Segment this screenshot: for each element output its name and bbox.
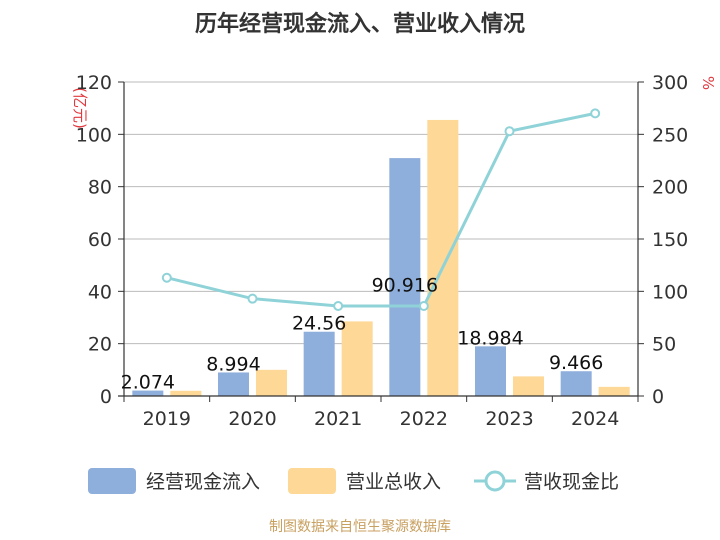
bar-total-revenue (256, 369, 287, 396)
data-label: 90.916 (372, 274, 438, 296)
legend-swatch (288, 468, 336, 494)
bar-cash-inflow (475, 346, 506, 396)
right-tick-label: 50 (652, 334, 676, 356)
data-label: 18.984 (457, 327, 523, 349)
bar-total-revenue (427, 119, 459, 397)
right-tick-label: 100 (652, 281, 688, 303)
ratio-point (418, 300, 429, 311)
data-label: 9.466 (549, 352, 603, 374)
gridlines (124, 81, 638, 345)
bar-cash-inflow (560, 371, 592, 396)
legend-label: 经营现金流入 (146, 471, 260, 493)
left-tick-label: 100 (76, 124, 112, 146)
bar-cash-inflow (132, 390, 164, 396)
left-tick-label: 80 (88, 177, 112, 199)
ratio-point (504, 126, 515, 137)
ratio-point (247, 293, 258, 304)
right-tick-label: 0 (652, 386, 664, 408)
legend-total-revenue: 营业总收入 (288, 468, 441, 494)
data-label: 2.074 (121, 372, 175, 394)
ratio-line (161, 108, 601, 311)
left-tick-label: 0 (100, 386, 112, 408)
bar-total-revenue (598, 386, 630, 396)
left-tick-label: 120 (76, 72, 112, 94)
ratio-point (333, 300, 344, 311)
legend-swatch (88, 468, 136, 494)
x-tick-label: 2024 (571, 408, 619, 430)
bars (132, 119, 630, 397)
left-tick-label: 60 (88, 229, 112, 251)
ratio-point (590, 108, 601, 119)
data-labels: 2.074 8.994 24.56 90.916 18.984 9.466 (121, 274, 604, 393)
bar-cash-inflow (218, 372, 249, 396)
bar-total-revenue (170, 390, 202, 396)
right-tick-label: 200 (652, 177, 688, 199)
bar-total-revenue (513, 376, 544, 396)
right-tick-label: 250 (652, 124, 688, 146)
bar-cash-inflow (303, 331, 335, 396)
bar-cash-inflow (389, 158, 421, 396)
x-tick-label: 2023 (485, 408, 533, 430)
x-tick-label: 2022 (400, 408, 448, 430)
legend-label: 营收现金比 (524, 471, 619, 493)
left-axis-unit: (亿元) (71, 87, 89, 129)
legend-label: 营业总收入 (346, 471, 441, 493)
x-tick-label: 2020 (228, 408, 276, 430)
x-tick-label: 2021 (314, 408, 362, 430)
source-note: 制图数据来自恒生聚源数据库 (269, 519, 451, 535)
legend-marker (484, 470, 506, 492)
ratio-line-path (166, 111, 596, 308)
legend: 经营现金流入 营业总收入 营收现金比 (88, 468, 619, 494)
bar-total-revenue (341, 321, 373, 396)
legend-cash-inflow: 经营现金流入 (88, 468, 260, 494)
axes: 0 20 40 60 80 100 120 0 50 100 150 200 250 300 2019 202… (76, 72, 689, 430)
right-axis-unit: % (699, 76, 717, 90)
legend-ratio: 营收现金比 (474, 470, 619, 493)
left-tick-label: 40 (88, 281, 112, 303)
right-tick-label: 150 (652, 229, 688, 251)
data-label: 8.994 (206, 353, 260, 375)
right-tick-label: 300 (652, 72, 688, 94)
x-tick-label: 2019 (143, 408, 191, 430)
data-label: 24.56 (292, 313, 346, 335)
left-tick-label: 20 (88, 334, 112, 356)
chart-title: 历年经营现金流入、营业收入情况 (195, 11, 525, 37)
ratio-point (161, 272, 172, 283)
